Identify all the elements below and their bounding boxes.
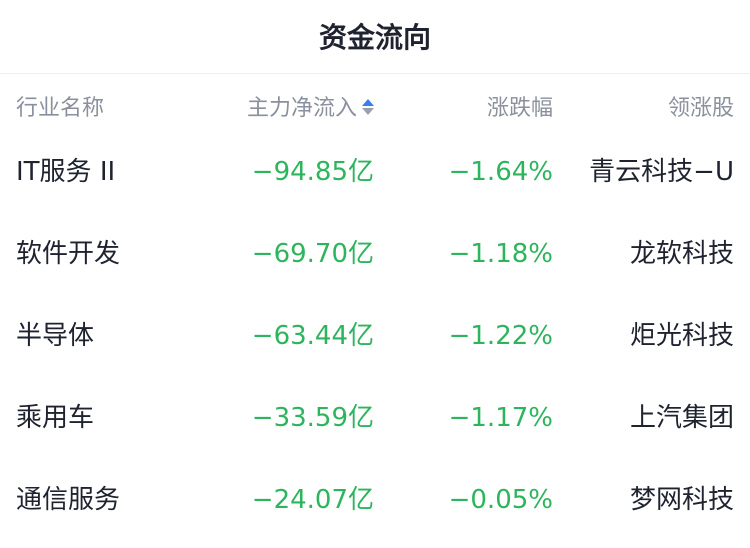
change-percent: −1.22%	[448, 321, 553, 351]
leading-stock: 炬光科技	[629, 321, 734, 351]
leading-stock: 龙软科技	[629, 239, 734, 269]
leading-stock: 梦网科技	[629, 485, 734, 515]
net-inflow: −94.85亿	[251, 157, 374, 187]
net-inflow: −33.59亿	[251, 403, 374, 433]
change-percent: −1.64%	[448, 157, 553, 187]
header-change[interactable]: 涨跌幅	[486, 96, 553, 121]
net-inflow: −69.70亿	[251, 239, 374, 269]
change-percent: −0.05%	[448, 485, 553, 515]
industry-name: 软件开发	[16, 239, 121, 269]
table-row[interactable]: 通信服务 −24.07亿 −0.05% 梦网科技	[0, 475, 750, 525]
table-row[interactable]: 软件开发 −69.70亿 −1.18% 龙软科技	[0, 229, 750, 279]
industry-name: IT服务 II	[16, 157, 116, 187]
change-percent: −1.18%	[448, 239, 553, 269]
industry-name: 乘用车	[16, 403, 95, 433]
table-row[interactable]: 乘用车 −33.59亿 −1.17% 上汽集团	[0, 393, 750, 443]
leading-stock: 青云科技−U	[589, 157, 734, 187]
change-percent: −1.17%	[448, 403, 553, 433]
table-row[interactable]: 半导体 −63.44亿 −1.22% 炬光科技	[0, 311, 750, 361]
header-leader[interactable]: 领涨股	[667, 96, 734, 121]
page-title: 资金流向	[318, 21, 431, 54]
header-industry[interactable]: 行业名称	[16, 96, 105, 121]
header-net-inflow[interactable]: 主力净流入	[247, 92, 374, 126]
industry-name: 通信服务	[16, 485, 121, 515]
table-row[interactable]: IT服务 II −94.85亿 −1.64% 青云科技−U	[0, 147, 750, 197]
header-net-inflow-label: 主力净流入	[246, 96, 357, 121]
leading-stock: 上汽集团	[629, 403, 734, 433]
divider	[0, 73, 750, 74]
net-inflow: −63.44亿	[251, 321, 374, 351]
net-inflow: −24.07亿	[251, 485, 374, 515]
sort-icon[interactable]	[362, 98, 374, 116]
industry-name: 半导体	[16, 321, 95, 351]
